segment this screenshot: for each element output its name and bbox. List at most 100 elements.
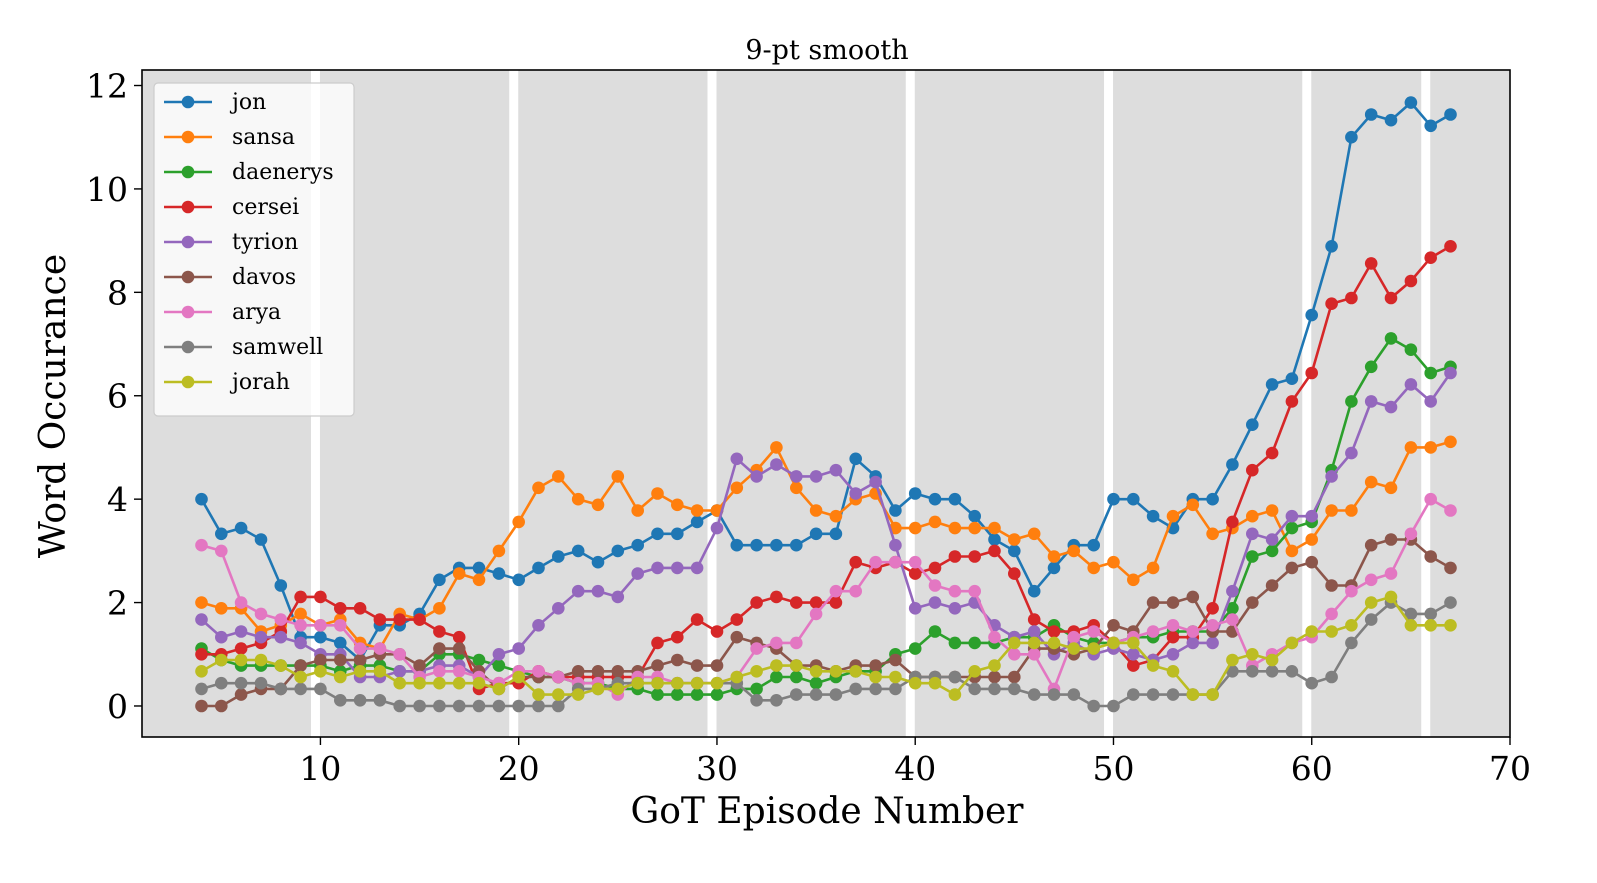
data-point (651, 487, 664, 500)
legend-label: jorah (229, 370, 290, 395)
data-point (1127, 648, 1140, 661)
data-point (809, 596, 823, 609)
data-point (948, 521, 962, 535)
data-point (1384, 113, 1398, 127)
data-point (1265, 544, 1279, 558)
data-point (988, 521, 1001, 535)
data-point (849, 682, 862, 696)
data-point (1127, 573, 1140, 587)
data-point (413, 613, 426, 626)
data-point (274, 613, 288, 626)
data-point (472, 573, 486, 587)
data-point (928, 579, 942, 592)
data-point (829, 463, 843, 477)
data-point (1384, 567, 1398, 580)
legend-marker (181, 165, 195, 179)
season-gap-band (1302, 70, 1312, 737)
data-point (393, 699, 407, 713)
data-point (809, 470, 823, 483)
data-point (433, 602, 446, 615)
data-point (1087, 538, 1100, 552)
data-point (433, 665, 446, 678)
data-point (889, 555, 902, 569)
data-point (314, 682, 327, 696)
data-point (472, 653, 486, 667)
data-point (710, 625, 724, 638)
data-point (750, 470, 763, 483)
data-point (334, 653, 347, 667)
data-point (1226, 515, 1239, 529)
data-point (552, 670, 565, 684)
data-point (591, 498, 605, 512)
data-point (750, 642, 763, 655)
x-tick-label: 40 (894, 749, 936, 788)
data-point (908, 642, 922, 655)
data-point (1146, 625, 1160, 638)
data-point (1226, 584, 1239, 598)
data-point (334, 619, 347, 632)
data-point (215, 653, 228, 667)
data-point (1424, 619, 1437, 632)
data-point (1325, 607, 1338, 621)
data-point (1444, 561, 1457, 575)
data-point (631, 538, 644, 552)
data-point (314, 590, 327, 604)
data-point (1444, 596, 1457, 609)
data-point (1305, 625, 1318, 638)
data-point (908, 555, 922, 569)
data-point (413, 659, 426, 672)
data-point (452, 699, 466, 713)
data-point (908, 487, 922, 500)
data-point (1027, 688, 1041, 701)
data-point (829, 596, 843, 609)
data-point (750, 665, 763, 678)
data-point (1146, 596, 1160, 609)
data-point (968, 584, 981, 598)
data-point (1345, 504, 1358, 517)
data-point (1087, 642, 1100, 655)
data-point (908, 521, 922, 535)
data-point (215, 699, 228, 713)
y-tick-label: 10 (86, 170, 128, 209)
data-point (1424, 366, 1437, 380)
data-point (1027, 625, 1041, 638)
data-point (1325, 579, 1338, 592)
data-point (334, 636, 347, 650)
legend-entry: samwell (164, 335, 323, 360)
data-point (314, 665, 327, 678)
data-point (651, 659, 664, 672)
x-tick-label: 60 (1291, 749, 1333, 788)
data-point (809, 504, 823, 517)
data-point (393, 613, 407, 626)
legend-label: davos (232, 265, 296, 290)
chart-title: 9-pt smooth (745, 35, 908, 66)
data-point (928, 596, 942, 609)
data-point (988, 544, 1001, 558)
y-tick-label: 8 (107, 273, 128, 312)
data-point (413, 676, 426, 690)
legend-marker (181, 235, 195, 249)
data-point (631, 504, 644, 517)
x-tick-label: 30 (696, 749, 738, 788)
y-tick-label: 0 (107, 687, 128, 726)
data-point (1027, 527, 1041, 541)
legend-entry: jon (164, 90, 266, 115)
data-point (532, 665, 545, 678)
y-axis-label: Word Occurance (33, 254, 74, 558)
data-point (492, 567, 506, 580)
data-point (690, 659, 704, 672)
legend-entry: cersei (164, 195, 299, 220)
series-line (200, 372, 1452, 679)
data-point (532, 481, 545, 495)
data-point (651, 688, 664, 701)
data-point (334, 670, 347, 684)
data-point (532, 619, 545, 632)
data-point (948, 584, 962, 598)
data-point (770, 659, 783, 672)
data-point (195, 492, 208, 506)
data-point (1008, 544, 1021, 558)
legend-label: tyrion (232, 230, 298, 255)
y-axis: 0 2 4 6 8 10 12 (86, 67, 142, 726)
data-point (254, 676, 268, 690)
